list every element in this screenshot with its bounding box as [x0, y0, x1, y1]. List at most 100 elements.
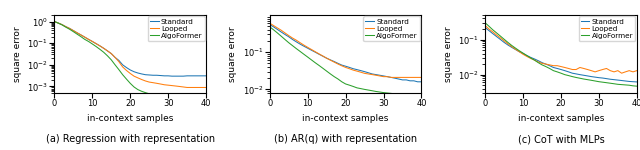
Standard [349, 68, 357, 70]
Looped [334, 63, 342, 65]
AlgoFormer [273, 32, 281, 34]
Looped [580, 68, 588, 69]
AlgoFormer [58, 24, 66, 26]
Looped [527, 57, 534, 59]
Standard [58, 24, 66, 26]
Looped [88, 40, 96, 42]
AlgoFormer [289, 45, 296, 46]
AlgoFormer [66, 28, 74, 30]
AlgoFormer [141, 92, 149, 94]
AlgoFormer [572, 77, 580, 78]
AlgoFormer [153, 94, 161, 96]
Looped [111, 57, 119, 58]
Looped [515, 51, 523, 53]
Standard [134, 72, 141, 74]
Looped [346, 68, 353, 70]
Standard [319, 55, 326, 57]
AlgoFormer [557, 72, 565, 74]
Looped [417, 76, 425, 78]
Looped [523, 56, 531, 57]
Standard [546, 65, 554, 67]
AlgoFormer [316, 64, 323, 66]
Standard [500, 42, 508, 43]
Looped [179, 86, 187, 88]
AlgoFormer [595, 81, 603, 83]
Standard [153, 74, 161, 76]
Looped [519, 53, 527, 55]
Looped [100, 47, 108, 49]
AlgoFormer [108, 59, 115, 61]
Line: AlgoFormer: AlgoFormer [54, 21, 206, 99]
Standard [376, 74, 383, 76]
Standard [383, 76, 391, 78]
Standard [584, 75, 591, 77]
AlgoFormer [625, 84, 633, 86]
Looped [338, 65, 346, 67]
Looped [266, 22, 274, 24]
AlgoFormer [130, 86, 138, 88]
AlgoFormer [403, 94, 410, 96]
Standard [493, 36, 500, 37]
Looped [149, 82, 157, 84]
AlgoFormer [610, 83, 618, 85]
Standard [417, 81, 425, 83]
Standard [538, 62, 546, 63]
Standard [485, 30, 493, 32]
Looped [588, 70, 595, 72]
Looped [546, 64, 554, 66]
AlgoFormer [485, 25, 493, 27]
Standard [511, 49, 519, 50]
Looped [357, 71, 365, 73]
Looped [489, 31, 497, 33]
AlgoFormer [357, 88, 365, 90]
Looped [126, 73, 134, 74]
AlgoFormer [538, 64, 546, 66]
Standard [504, 44, 512, 46]
AlgoFormer [198, 98, 206, 100]
Looped [96, 45, 104, 47]
Standard [406, 80, 414, 82]
Looped [383, 76, 391, 78]
AlgoFormer [414, 95, 422, 97]
Line: Looped: Looped [485, 26, 637, 73]
AlgoFormer [323, 70, 330, 72]
AlgoFormer [387, 93, 395, 94]
AlgoFormer [277, 35, 285, 37]
Looped [104, 50, 111, 52]
Standard [550, 67, 557, 68]
AlgoFormer [134, 89, 141, 90]
Line: AlgoFormer: AlgoFormer [485, 23, 637, 86]
Standard [489, 33, 497, 35]
AlgoFormer [584, 79, 591, 81]
Line: Standard: Standard [54, 21, 206, 76]
Standard [176, 75, 184, 77]
AlgoFormer [497, 35, 504, 37]
AlgoFormer [183, 97, 191, 99]
AlgoFormer [269, 29, 277, 31]
Standard [346, 66, 353, 68]
Looped [62, 26, 70, 28]
Looped [504, 43, 512, 45]
Standard [269, 26, 277, 28]
Y-axis label: square error: square error [444, 26, 452, 82]
Standard [92, 43, 100, 45]
Line: Looped: Looped [54, 21, 206, 87]
Standard [198, 75, 206, 77]
Looped [153, 82, 161, 84]
AlgoFormer [195, 98, 202, 100]
Standard [308, 49, 316, 51]
Looped [269, 25, 277, 26]
AlgoFormer [104, 55, 111, 57]
AlgoFormer [266, 26, 274, 28]
AlgoFormer [346, 84, 353, 86]
AlgoFormer [603, 82, 611, 84]
AlgoFormer [92, 46, 100, 47]
Standard [88, 40, 96, 42]
Standard [172, 75, 180, 77]
Standard [292, 41, 300, 43]
AlgoFormer [292, 48, 300, 50]
Looped [595, 70, 603, 72]
Looped [77, 34, 84, 36]
Standard [633, 81, 640, 83]
AlgoFormer [353, 87, 361, 89]
